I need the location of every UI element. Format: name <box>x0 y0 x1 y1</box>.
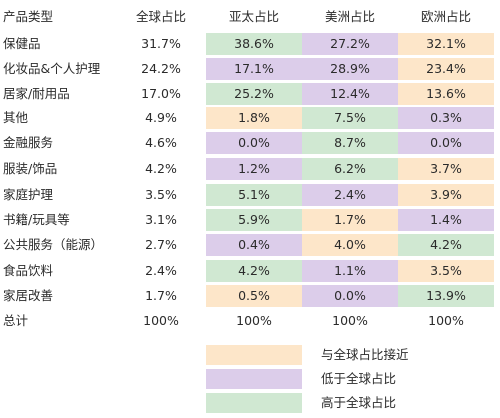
cell-europe: 3.5% <box>398 260 494 282</box>
cell-apac: 4.2% <box>206 260 302 282</box>
table-row: 家居改善 1.7% 0.5% 0.0% 13.9% <box>0 285 500 307</box>
row-category: 金融服务 <box>3 135 54 150</box>
cell-europe: 3.9% <box>398 184 494 206</box>
row-global-share: 4.2% <box>145 161 177 176</box>
cell-europe: 100% <box>428 313 464 328</box>
table-row: 化妆品&个人护理 24.2% 17.1% 28.9% 23.4% <box>0 58 500 80</box>
cell-americas: 6.2% <box>302 158 398 180</box>
row-category: 公共服务（能源） <box>3 237 104 252</box>
table-row: 保健品 31.7% 38.6% 27.2% 32.1% <box>0 33 500 55</box>
legend-swatch-close <box>206 345 302 365</box>
cell-europe: 1.4% <box>398 209 494 231</box>
cell-apac: 0.0% <box>206 132 302 154</box>
cell-europe: 4.2% <box>398 234 494 256</box>
legend-swatch-low <box>206 369 302 389</box>
row-category: 其他 <box>3 110 29 125</box>
row-category: 书籍/玩具等 <box>3 212 70 227</box>
header-category: 产品类型 <box>3 9 54 24</box>
row-global-share: 3.5% <box>145 187 177 202</box>
cell-americas: 8.7% <box>302 132 398 154</box>
row-category: 居家/耐用品 <box>3 86 70 101</box>
cell-americas: 0.0% <box>302 285 398 307</box>
cell-apac: 25.2% <box>206 83 302 105</box>
table-row: 其他 4.9% 1.8% 7.5% 0.3% <box>0 107 500 129</box>
cell-europe: 13.9% <box>398 285 494 307</box>
table-row: 书籍/玩具等 3.1% 5.9% 1.7% 1.4% <box>0 209 500 231</box>
row-global-share: 31.7% <box>141 36 181 51</box>
cell-apac: 100% <box>236 313 272 328</box>
row-global-share: 3.1% <box>145 212 177 227</box>
header-apac: 亚太占比 <box>228 9 279 24</box>
table-row: 公共服务（能源） 2.7% 0.4% 4.0% 4.2% <box>0 234 500 256</box>
cell-americas: 2.4% <box>302 184 398 206</box>
row-global-share: 4.6% <box>145 135 177 150</box>
cell-apac: 38.6% <box>206 33 302 55</box>
row-global-share: 17.0% <box>141 86 181 101</box>
table-row: 服装/饰品 4.2% 1.2% 6.2% 3.7% <box>0 158 500 180</box>
cell-americas: 12.4% <box>302 83 398 105</box>
cell-apac: 5.1% <box>206 184 302 206</box>
row-global-share: 4.9% <box>145 110 177 125</box>
row-category: 食品饮料 <box>3 263 54 278</box>
cell-americas: 27.2% <box>302 33 398 55</box>
cell-europe: 3.7% <box>398 158 494 180</box>
cell-apac: 0.4% <box>206 234 302 256</box>
cell-americas: 1.1% <box>302 260 398 282</box>
cell-apac: 1.2% <box>206 158 302 180</box>
legend-label-low: 低于全球占比 <box>321 371 397 386</box>
row-category: 化妆品&个人护理 <box>3 61 101 76</box>
cell-apac: 1.8% <box>206 107 302 129</box>
row-category: 总计 <box>3 313 29 328</box>
cell-americas: 1.7% <box>302 209 398 231</box>
cell-europe: 0.0% <box>398 132 494 154</box>
row-global-share: 1.7% <box>145 288 177 303</box>
total-row: 总计 100% 100% 100% 100% <box>0 310 500 332</box>
cell-americas: 100% <box>332 313 368 328</box>
row-category: 保健品 <box>3 36 41 51</box>
table-row: 家庭护理 3.5% 5.1% 2.4% 3.9% <box>0 184 500 206</box>
cell-europe: 13.6% <box>398 83 494 105</box>
table-row: 居家/耐用品 17.0% 25.2% 12.4% 13.6% <box>0 83 500 105</box>
header-europe: 欧洲占比 <box>420 9 471 24</box>
legend-item-close: 与全球占比接近 <box>206 345 500 365</box>
legend-item-high: 高于全球占比 <box>206 393 500 413</box>
table-row: 食品饮料 2.4% 4.2% 1.1% 3.5% <box>0 260 500 282</box>
legend-swatch-high <box>206 393 302 413</box>
cell-apac: 17.1% <box>206 58 302 80</box>
row-global-share: 2.4% <box>145 263 177 278</box>
legend-label-close: 与全球占比接近 <box>321 347 409 362</box>
cell-europe: 23.4% <box>398 58 494 80</box>
legend-label-high: 高于全球占比 <box>321 395 397 410</box>
cell-americas: 7.5% <box>302 107 398 129</box>
cell-europe: 32.1% <box>398 33 494 55</box>
row-category: 服装/饰品 <box>3 161 58 176</box>
row-global-share: 24.2% <box>141 61 181 76</box>
table-header-row: 产品类型 全球占比 亚太占比 美洲占比 欧洲占比 <box>0 6 500 28</box>
cell-americas: 28.9% <box>302 58 398 80</box>
row-category: 家居改善 <box>3 288 54 303</box>
row-category: 家庭护理 <box>3 187 54 202</box>
header-global: 全球占比 <box>135 9 186 24</box>
cell-americas: 4.0% <box>302 234 398 256</box>
legend-item-low: 低于全球占比 <box>206 369 500 389</box>
table-row: 金融服务 4.6% 0.0% 8.7% 0.0% <box>0 132 500 154</box>
cell-apac: 5.9% <box>206 209 302 231</box>
cell-europe: 0.3% <box>398 107 494 129</box>
row-global-share: 100% <box>143 313 179 328</box>
row-global-share: 2.7% <box>145 237 177 252</box>
header-americas: 美洲占比 <box>324 9 375 24</box>
cell-apac: 0.5% <box>206 285 302 307</box>
